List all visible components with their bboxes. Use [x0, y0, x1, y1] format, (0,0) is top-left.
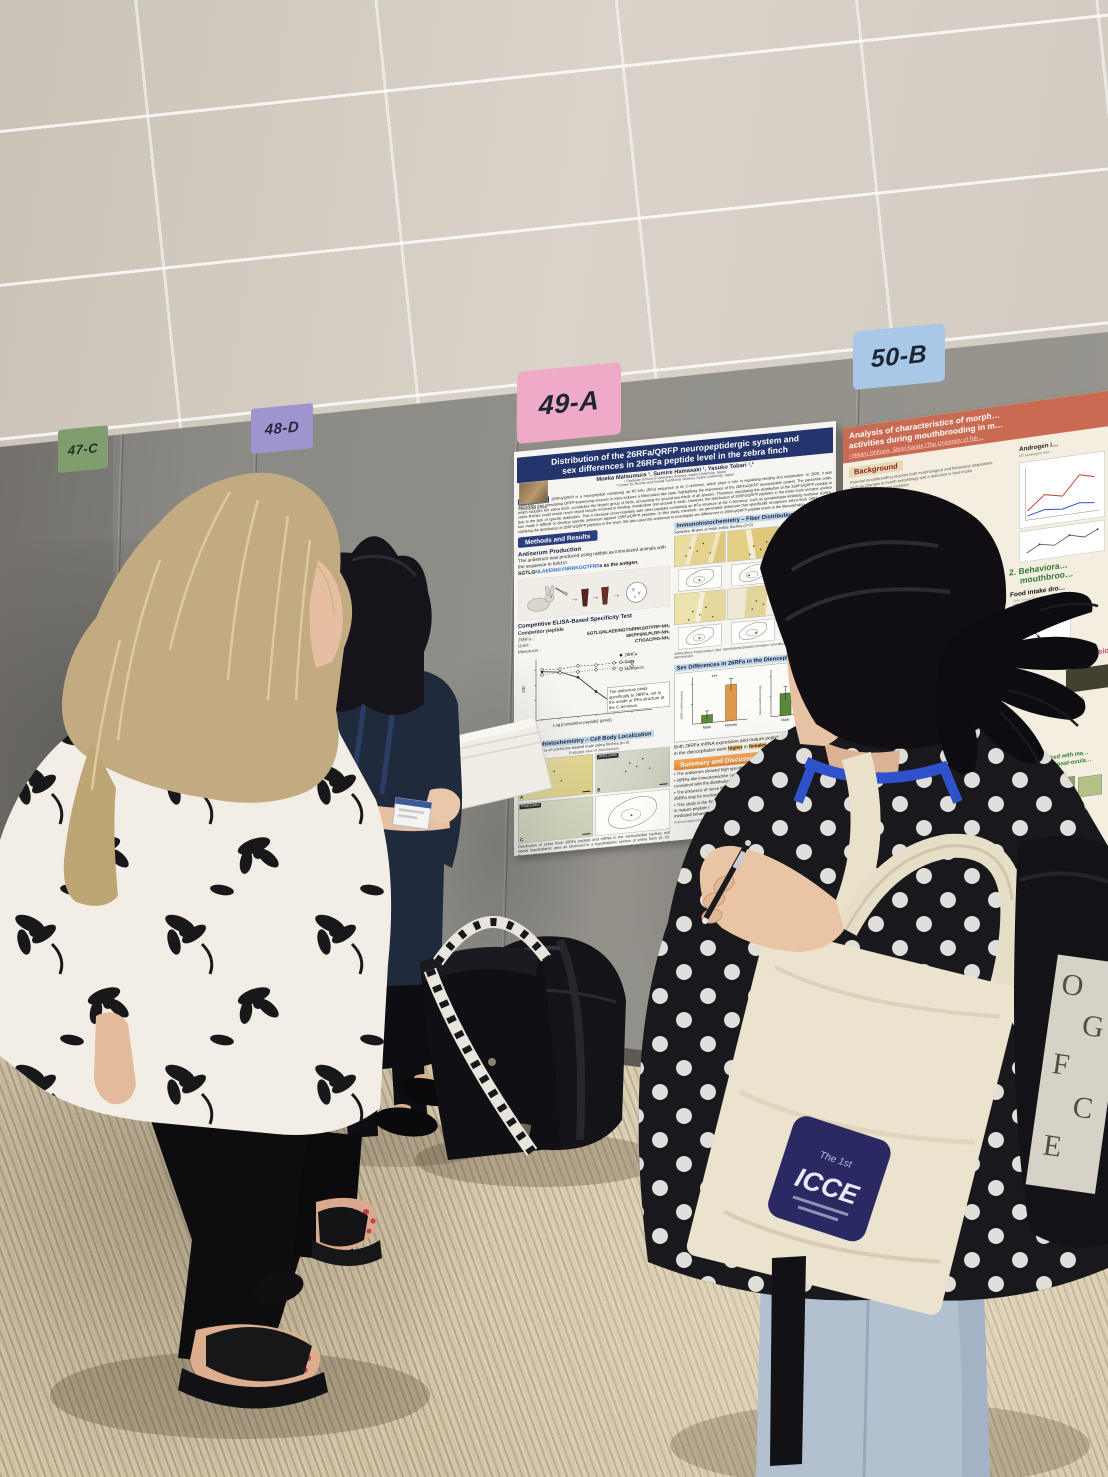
svg-text:Y: Y	[638, 591, 642, 597]
handbag	[420, 916, 560, 1160]
left-hair-tail	[63, 742, 118, 906]
left-hair	[61, 472, 353, 803]
svg-text:Y: Y	[634, 594, 637, 599]
id-badge	[391, 797, 433, 830]
x-label-male: Male	[781, 717, 789, 722]
svg-text:26RFa: 26RFa	[625, 651, 638, 657]
svg-text:GnIH: GnIH	[625, 658, 635, 664]
hair-wisp	[317, 565, 335, 615]
mini-chart	[1019, 450, 1105, 529]
hair-shine	[784, 540, 951, 622]
middle-hand	[422, 788, 461, 824]
mini-chart	[1019, 519, 1105, 563]
x-axis-label: Log [competitor peptide] (pmol)	[553, 717, 612, 728]
left-face-profile	[309, 560, 343, 668]
svg-text:→: →	[592, 592, 600, 602]
tote-bag: The 1st ICCE	[686, 751, 1025, 1315]
left-pants	[150, 1118, 318, 1368]
print-letter: O	[1060, 967, 1086, 1003]
left-hand	[94, 1012, 136, 1105]
left-right-sandal	[312, 1197, 382, 1266]
syringe-icon	[555, 587, 569, 596]
immunization-diagram: → → → Y Y Y	[518, 565, 670, 621]
x-label-female: Female	[725, 722, 737, 727]
y-axis-label: OD	[521, 686, 526, 693]
series-mesotocin	[541, 665, 633, 676]
bar-chart-mrna: *** Male Female 26RFa mRNA (relative)	[679, 674, 748, 730]
person-left	[0, 472, 392, 1409]
chart-legend: 26RFa GnIH Mesotocin	[618, 651, 645, 671]
right-forearm	[699, 845, 844, 952]
hair-highlights	[90, 491, 312, 791]
left-front-sandal	[178, 1324, 328, 1409]
svg-text:Y: Y	[632, 587, 636, 593]
arrow-glyph: →	[571, 594, 579, 604]
hair-shine	[351, 554, 418, 577]
sig-stars: ***	[711, 674, 717, 681]
letter-print-bag: O G F C E	[1014, 835, 1108, 1248]
print-letter: G	[1080, 1009, 1106, 1045]
pen	[702, 840, 751, 924]
x-label-male: Male	[703, 725, 711, 730]
serum-tube-icon: →	[581, 586, 609, 607]
svg-text:Mesotocin: Mesotocin	[625, 664, 645, 671]
person-right: The 1st ICCE	[638, 487, 1108, 1477]
print-letter: E	[1041, 1128, 1064, 1163]
stray-hairs	[999, 602, 1099, 767]
dark-shoe	[252, 1272, 304, 1304]
rabbit-icon	[527, 584, 555, 612]
hanging-strap	[770, 1256, 806, 1466]
y-axis-label: Mature peptide (pmol/g)	[758, 685, 762, 715]
antibody-plate-icon: Y Y Y	[626, 581, 647, 603]
letter-print-panel: O G F C E	[1025, 954, 1108, 1194]
series-gnih	[541, 661, 633, 671]
y-axis-label: 26RFa mRNA (relative)	[679, 691, 683, 720]
print-letter: C	[1071, 1090, 1095, 1125]
blue-lanyard	[793, 764, 817, 804]
tote-body	[686, 927, 1019, 1315]
middle-shoe	[374, 1107, 438, 1137]
elisa-chart: 26RFa GnIH Mesotocin OD Log [competitor …	[518, 642, 670, 739]
poster-left-column: Methods and Results Antiserum Production…	[518, 522, 670, 856]
print-letter: F	[1050, 1047, 1071, 1082]
tote-logo-patch: The 1st ICCE	[768, 1116, 891, 1242]
blue-lanyard	[939, 766, 963, 804]
right-ponytail	[936, 591, 1099, 774]
arrow-glyph: →	[613, 590, 621, 600]
